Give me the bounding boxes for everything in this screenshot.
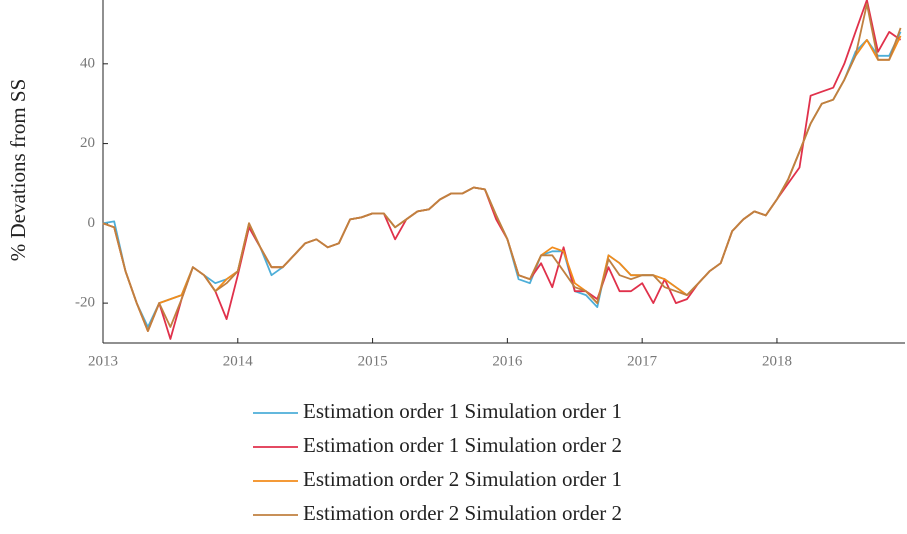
y-tick-label: 20 — [80, 135, 95, 151]
x-tick-label: 2018 — [762, 353, 792, 369]
y-tick-label: 40 — [80, 55, 95, 71]
series-line — [102, 3, 902, 332]
legend-label: Estimation order 1 Simulation order 1 — [303, 399, 622, 423]
x-tick-label: 2016 — [492, 353, 523, 369]
series-line — [102, 0, 902, 340]
legend-label: Estimation order 1 Simulation order 2 — [303, 433, 622, 457]
x-tick-label: 2015 — [358, 353, 388, 369]
y-tick-label: 0 — [88, 215, 96, 231]
x-tick-label: 2014 — [223, 353, 254, 369]
legend-label: Estimation order 2 Simulation order 1 — [303, 467, 622, 491]
y-axis-label: % Devations from SS — [6, 79, 30, 262]
x-tick-label: 2017 — [627, 353, 658, 369]
x-tick-label: 2013 — [88, 353, 118, 369]
legend-label: Estimation order 2 Simulation order 2 — [303, 501, 622, 525]
y-tick-label: -20 — [75, 295, 95, 311]
